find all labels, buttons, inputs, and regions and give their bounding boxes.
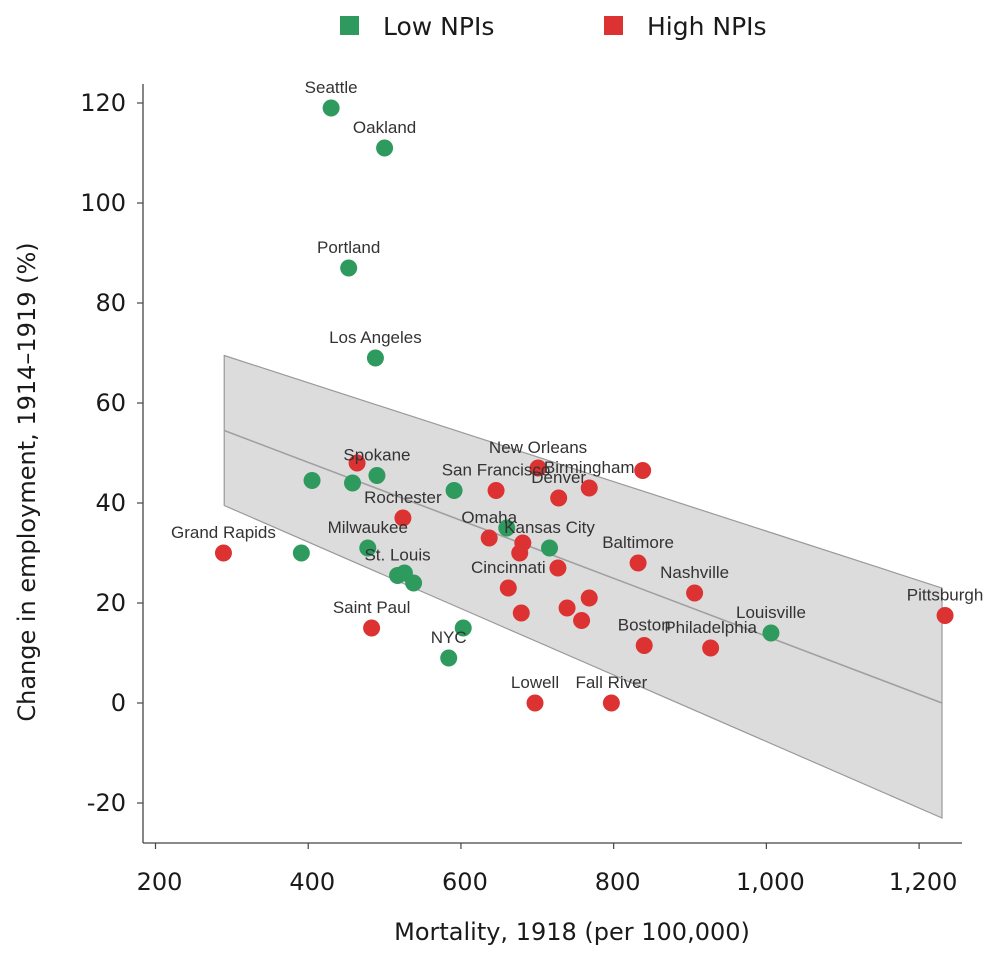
data-label: Omaha	[461, 508, 517, 527]
data-point	[405, 574, 423, 592]
x-tick-label: 1,000	[736, 868, 805, 896]
x-axis-title: Mortality, 1918 (per 100,000)	[394, 918, 750, 946]
data-label: Spokane	[343, 446, 410, 465]
data-label: Milwaukee	[328, 518, 408, 537]
legend: Low NPIs High NPIs	[340, 12, 767, 41]
data-label: Denver	[531, 468, 586, 487]
confidence-band	[223, 354, 943, 819]
data-label: Nashville	[660, 563, 729, 582]
data-label: New Orleans	[489, 438, 587, 457]
y-tick-label: 100	[80, 189, 126, 217]
data-point	[529, 459, 547, 477]
x-tick-label: 400	[289, 868, 335, 896]
y-tick-label: 80	[95, 289, 126, 317]
data-point	[487, 482, 505, 499]
data-label: Grand Rapids	[171, 523, 276, 542]
data-point	[629, 554, 647, 572]
y-tick-label: 120	[80, 89, 126, 117]
data-point	[635, 637, 653, 654]
data-label: Fall River	[575, 673, 647, 692]
data-label: Philadelphia	[664, 618, 757, 637]
data-point	[454, 619, 472, 637]
data-point	[498, 519, 516, 537]
data-point	[366, 349, 384, 367]
y-axis-ticks: 120 100 80 60 40 20 0 -20	[80, 89, 143, 817]
data-label: Lowell	[511, 673, 559, 692]
data-point	[303, 472, 321, 489]
data-point	[512, 604, 530, 622]
x-tick-label: 800	[595, 868, 641, 896]
data-point	[214, 544, 232, 562]
data-point	[292, 544, 310, 562]
data-point	[394, 509, 412, 527]
data-label: Portland	[317, 238, 380, 257]
data-label: Baltimore	[602, 533, 674, 552]
legend-swatch-low-npis	[340, 16, 359, 35]
data-point	[602, 694, 620, 712]
legend-label-low-npis: Low NPIs	[383, 12, 494, 41]
data-point	[573, 612, 591, 629]
y-axis-title: Change in employment, 1914–1919 (%)	[13, 242, 41, 721]
data-label: Louisville	[736, 603, 806, 622]
x-tick-label: 1,200	[889, 868, 958, 896]
data-labels: Seattle Oakland Portland Los Angeles Spokane…	[171, 78, 983, 692]
data-point	[348, 454, 366, 472]
regression-line	[223, 429, 943, 704]
data-point	[558, 599, 576, 617]
data-point	[359, 539, 377, 557]
data-label: Cincinnati	[471, 558, 546, 577]
data-point	[376, 139, 394, 157]
data-point	[541, 539, 559, 557]
data-label: Kansas City	[504, 518, 595, 537]
data-point	[499, 579, 517, 597]
data-label: Saint Paul	[333, 598, 411, 617]
data-label: NYC	[431, 628, 467, 647]
data-label: Rochester	[364, 488, 442, 507]
legend-swatch-high-npis	[604, 16, 623, 35]
x-tick-label: 600	[442, 868, 488, 896]
data-point	[322, 99, 340, 117]
y-tick-label: 40	[95, 489, 126, 517]
data-label: Boston	[618, 616, 671, 635]
y-tick-label: 20	[95, 589, 126, 617]
data-label: Birmingham	[544, 458, 635, 477]
data-point	[702, 639, 720, 657]
data-point	[514, 534, 532, 552]
data-point	[549, 559, 567, 577]
y-tick-label: 0	[111, 689, 126, 717]
data-point	[686, 584, 704, 602]
data-label: San Francisco	[442, 461, 551, 480]
data-point	[634, 462, 652, 479]
data-point	[344, 474, 362, 492]
data-point	[340, 259, 358, 277]
data-point	[363, 619, 381, 637]
data-points	[214, 99, 954, 712]
data-point	[368, 467, 386, 484]
data-point	[445, 482, 463, 499]
y-tick-label: 60	[95, 389, 126, 417]
data-label: Seattle	[305, 78, 358, 97]
data-point	[580, 589, 598, 607]
data-point	[550, 489, 568, 507]
data-point	[762, 624, 780, 642]
data-label: Los Angeles	[329, 328, 422, 347]
data-point	[580, 479, 598, 497]
legend-label-high-npis: High NPIs	[647, 12, 767, 41]
data-label: St. Louis	[364, 546, 430, 565]
y-tick-label: -20	[87, 789, 126, 817]
data-label: Pittsburgh	[907, 586, 984, 605]
x-axis-ticks: 200 400 600 800 1,000 1,200	[137, 843, 958, 896]
x-tick-label: 200	[137, 868, 183, 896]
data-point	[936, 607, 954, 624]
data-point	[440, 649, 458, 667]
data-point	[526, 694, 544, 712]
data-point	[480, 529, 498, 547]
data-label: Oakland	[353, 118, 416, 137]
